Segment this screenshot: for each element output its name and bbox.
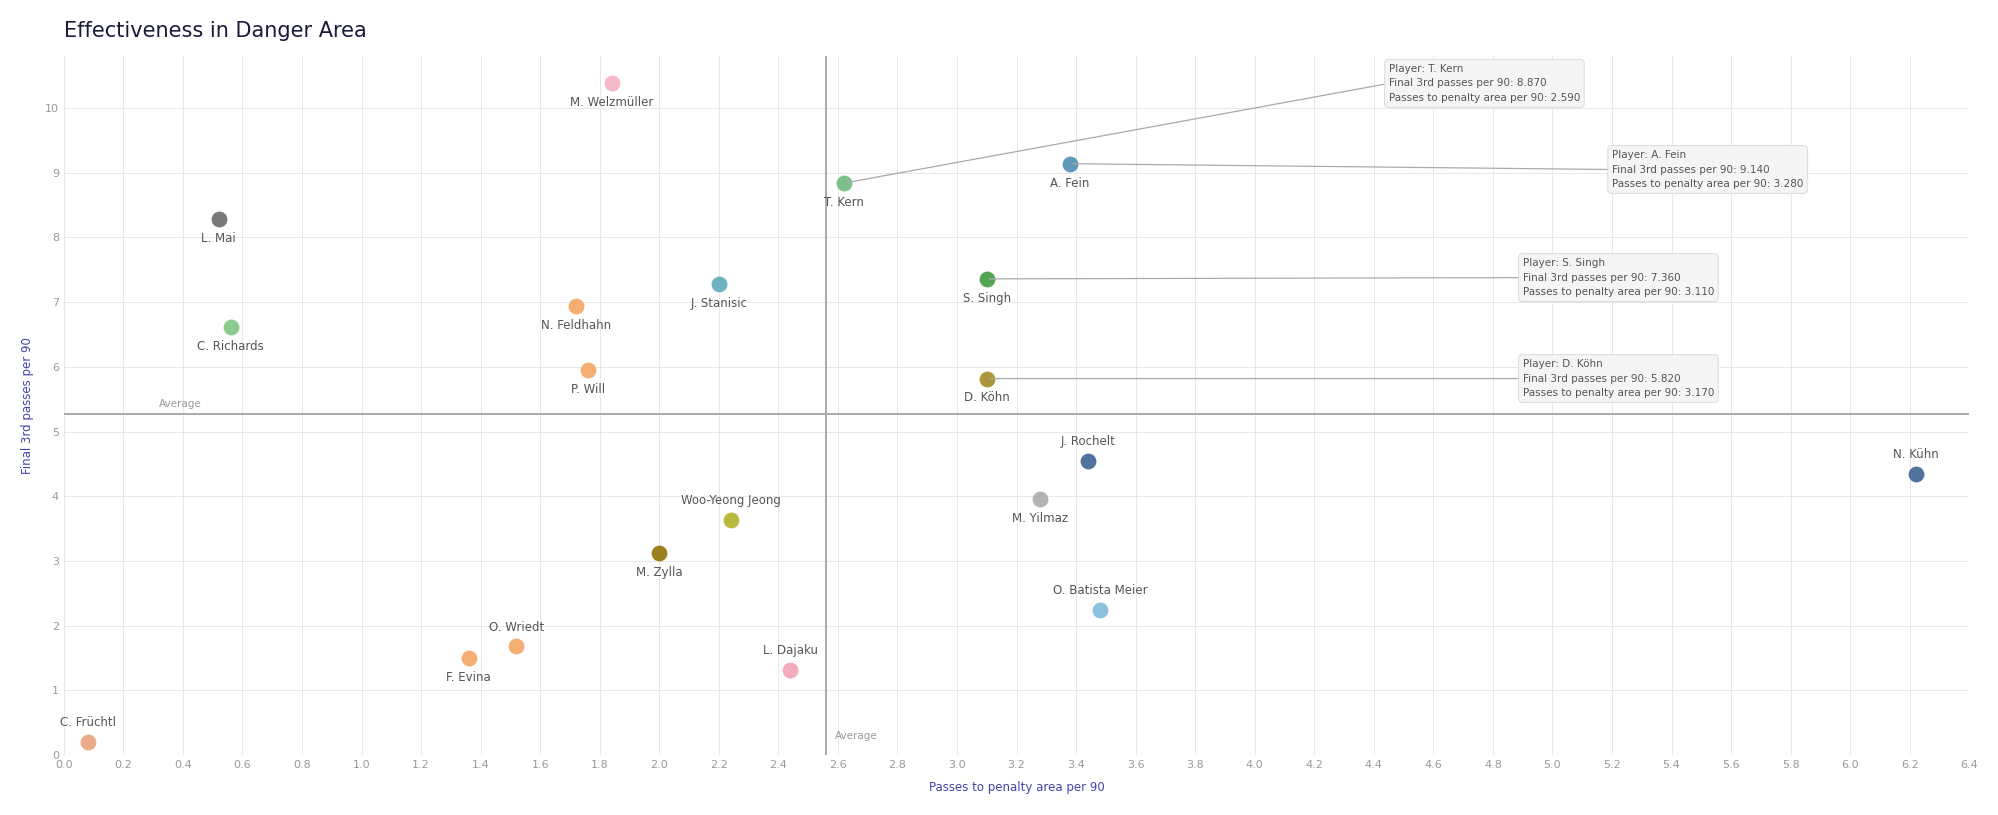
Text: Average: Average (160, 399, 202, 409)
Text: P. Will: P. Will (571, 383, 605, 396)
Text: F. Evina: F. Evina (446, 671, 492, 684)
Point (500, 640, 531, 653)
Point (1898, 468, 1930, 481)
Point (1053, 157, 1085, 170)
Text: C. Richards: C. Richards (198, 340, 264, 353)
Text: T. Kern: T. Kern (823, 196, 863, 209)
Text: Effectiveness in Danger Area: Effectiveness in Danger Area (64, 21, 366, 41)
Text: Player: T. Kern
Final 3rd passes per 90: 8.870
Passes to penalty area per 90: 2.: Player: T. Kern Final 3rd passes per 90:… (1389, 64, 1578, 104)
Text: M. Yilmaz: M. Yilmaz (1011, 512, 1067, 525)
Text: C. Früchtl: C. Früchtl (60, 716, 116, 729)
Point (703, 278, 735, 291)
Text: L. Mai: L. Mai (202, 232, 236, 245)
Point (643, 547, 675, 560)
Text: Woo-Yeong Jeong: Woo-Yeong Jeong (681, 494, 781, 507)
X-axis label: Passes to penalty area per 90: Passes to penalty area per 90 (929, 781, 1103, 794)
Text: J. Stanisic: J. Stanisic (689, 297, 747, 310)
Point (571, 363, 603, 377)
Point (72, 736, 104, 749)
Text: O. Batista Meier: O. Batista Meier (1053, 584, 1147, 597)
Point (452, 652, 484, 665)
Point (971, 372, 1003, 385)
Text: S. Singh: S. Singh (963, 292, 1011, 305)
Text: Average: Average (835, 731, 877, 741)
Point (559, 300, 591, 313)
Text: O. Wriedt: O. Wriedt (488, 620, 543, 633)
Point (1023, 492, 1055, 505)
Point (1071, 455, 1103, 468)
Text: Player: D. Köhn
Final 3rd passes per 90: 5.820
Passes to penalty area per 90: 3.: Player: D. Köhn Final 3rd passes per 90:… (1522, 359, 1712, 399)
Point (1083, 604, 1115, 617)
Text: Player: A. Fein
Final 3rd passes per 90: 9.140
Passes to penalty area per 90: 3.: Player: A. Fein Final 3rd passes per 90:… (1610, 150, 1802, 189)
Text: L. Dajaku: L. Dajaku (763, 644, 817, 657)
Text: J. Rochelt: J. Rochelt (1061, 435, 1115, 448)
Text: M. Welzmüller: M. Welzmüller (569, 96, 653, 109)
Text: A. Fein: A. Fein (1049, 177, 1089, 190)
Point (202, 213, 234, 226)
Point (715, 513, 747, 526)
Text: N. Feldhahn: N. Feldhahn (541, 319, 611, 332)
Point (773, 663, 805, 676)
Point (827, 177, 859, 190)
Text: D. Köhn: D. Köhn (963, 391, 1009, 404)
Text: N. Kühn: N. Kühn (1892, 448, 1938, 461)
Y-axis label: Final 3rd passes per 90: Final 3rd passes per 90 (20, 337, 34, 474)
Point (214, 320, 246, 333)
Point (595, 77, 627, 90)
Text: M. Zylla: M. Zylla (635, 566, 681, 579)
Text: Player: S. Singh
Final 3rd passes per 90: 7.360
Passes to penalty area per 90: 3: Player: S. Singh Final 3rd passes per 90… (1522, 258, 1712, 297)
Point (971, 272, 1003, 285)
